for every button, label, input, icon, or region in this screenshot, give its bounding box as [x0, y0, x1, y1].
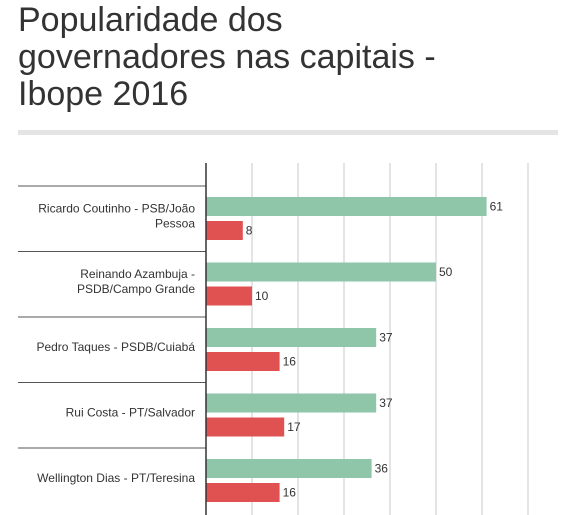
data-label: 8	[246, 224, 253, 238]
bar-series-b	[206, 221, 243, 240]
data-label: 50	[439, 265, 453, 279]
category-label: Pedro Taques - PSDB/Cuiabá	[36, 340, 195, 354]
category-label-line: PSDB/Campo Grande	[77, 282, 195, 296]
data-label: 17	[287, 420, 301, 434]
bar-series-a	[206, 459, 372, 478]
data-label: 36	[375, 462, 389, 476]
bar-series-b	[206, 483, 280, 502]
bar-series-b	[206, 352, 280, 371]
data-label: 61	[490, 200, 504, 214]
category-label: Reinando Azambuja -PSDB/Campo Grande	[77, 267, 195, 296]
bar-series-a	[206, 393, 377, 413]
category-label: Wellington Dias - PT/Teresina	[37, 471, 195, 485]
category-label-line: Wellington Dias - PT/Teresina	[37, 471, 195, 485]
category-label-line: Reinando Azambuja -	[80, 267, 195, 281]
bar-series-a	[206, 197, 487, 216]
category-label: Rui Costa - PT/Salvador	[66, 405, 195, 419]
category-label-line: Rui Costa - PT/Salvador	[66, 405, 195, 419]
category-label-line: Ricardo Coutinho - PSB/João	[38, 201, 195, 215]
data-label: 16	[283, 486, 297, 500]
bar-series-a	[206, 262, 436, 282]
category-label-line: Pedro Taques - PSDB/Cuiabá	[36, 340, 195, 354]
bar-series-b	[206, 417, 285, 437]
labels: Ricardo Coutinho - PSB/João Pessoa 61 8 Rein…	[36, 200, 503, 500]
category-label-line: Pessoa	[155, 216, 195, 230]
bars	[206, 197, 487, 502]
data-label: 16	[283, 355, 297, 369]
chart-title: Popularidade dos governadores nas capita…	[18, 1, 436, 113]
data-label: 37	[379, 396, 393, 410]
category-label: Ricardo Coutinho - PSB/João Pessoa	[38, 201, 195, 230]
data-label: 37	[379, 331, 393, 345]
bar-series-a	[206, 328, 377, 347]
data-label: 10	[255, 289, 269, 303]
category-separators	[18, 185, 206, 449]
bar-series-b	[206, 286, 252, 306]
title-divider	[18, 130, 558, 135]
